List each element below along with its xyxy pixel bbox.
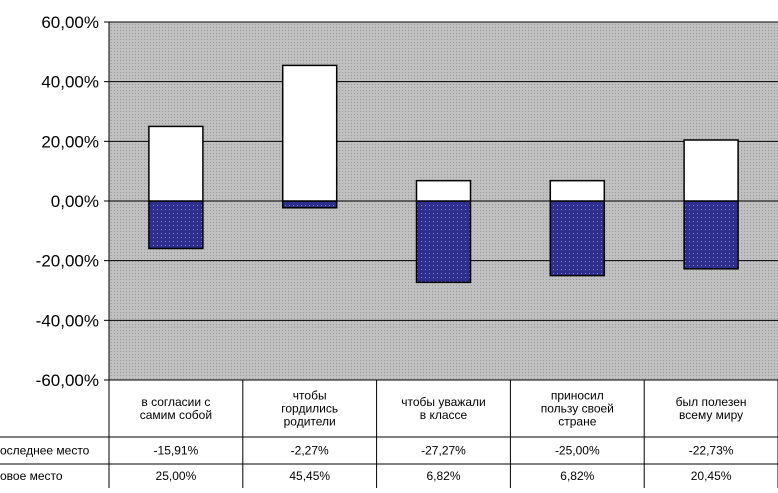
y-tick-label: -60,00% [36, 371, 99, 390]
data-label: 45,45% [289, 469, 330, 483]
category-label: в согласии с самим собой [140, 395, 212, 422]
data-label: 6,82% [560, 469, 594, 483]
bar-positive [148, 125, 204, 202]
data-label: 20,45% [691, 469, 732, 483]
series-name-label: оследнее место [0, 444, 90, 458]
data-label: 6,82% [426, 469, 460, 483]
bar-negative [148, 200, 204, 250]
y-tick-label: 40,00% [41, 73, 99, 92]
y-tick-label: 0,00% [51, 192, 99, 211]
bar-negative [549, 200, 606, 277]
category-label: был полезен всему миру [676, 395, 747, 422]
category-label: чтобы гордились родители [281, 389, 338, 429]
data-label: -22,73% [689, 444, 734, 458]
y-tick-label: 20,00% [41, 132, 99, 151]
bar-negative [281, 200, 338, 209]
category-label: приносил пользу своей стране [541, 389, 614, 429]
y-tick-label: 60,00% [41, 13, 99, 32]
series-name-label: овое место [0, 469, 63, 483]
data-label: -15,91% [154, 444, 199, 458]
data-label: -25,00% [555, 444, 600, 458]
bar-positive [281, 64, 338, 202]
bar-positive [549, 179, 606, 202]
data-label: -2,27% [291, 444, 329, 458]
data-label: 25,00% [156, 469, 197, 483]
bar-positive [683, 139, 739, 202]
bar-positive [415, 179, 472, 202]
bar-negative [683, 200, 739, 270]
data-label: -27,27% [421, 444, 466, 458]
y-tick-label: -40,00% [36, 311, 99, 330]
y-tick-label: -20,00% [36, 252, 99, 271]
category-label: чтобы уважали в классе [401, 395, 485, 422]
data-table-bg [109, 380, 778, 488]
bar-negative [415, 200, 472, 284]
